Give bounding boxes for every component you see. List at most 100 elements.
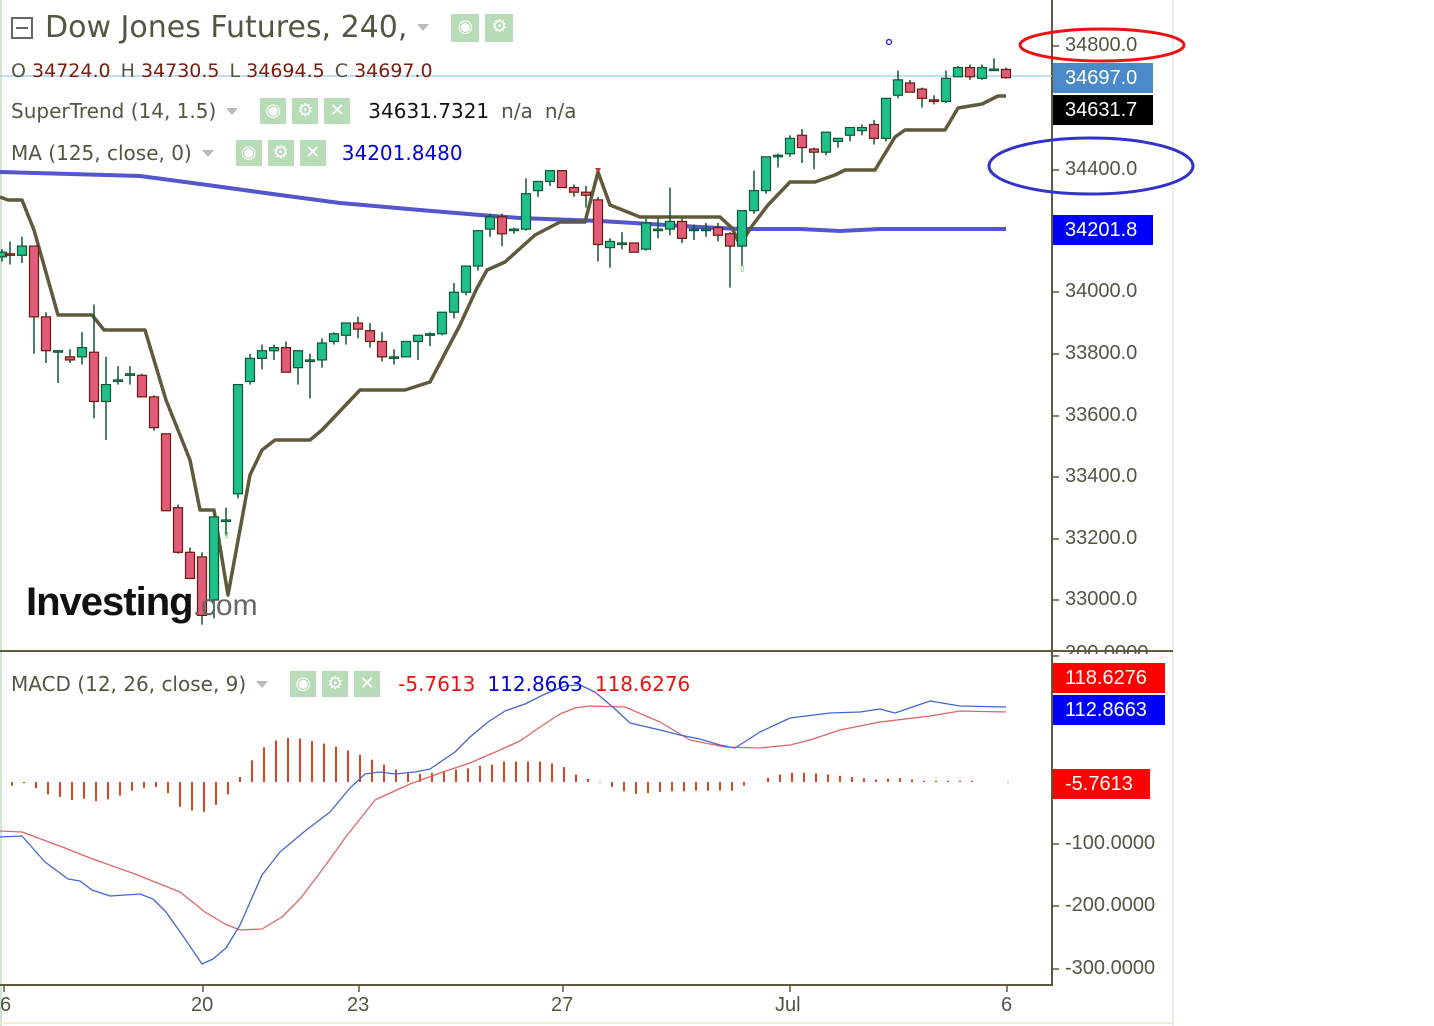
candle	[316, 338, 328, 368]
chevron-down-icon[interactable]	[226, 107, 239, 115]
candle-body	[892, 79, 904, 96]
chevron-down-icon[interactable]	[201, 149, 214, 157]
candle	[760, 156, 772, 194]
candle	[388, 349, 400, 365]
collapse-icon[interactable]	[11, 16, 33, 39]
candle	[124, 366, 136, 385]
candle	[808, 147, 820, 170]
candle-body	[100, 383, 112, 403]
macd-legend: MACD (12, 26, close, 9) ◉ ⚙ ✕ -5.7613 11…	[11, 671, 690, 697]
gear-icon[interactable]: ⚙	[485, 13, 514, 42]
close-icon[interactable]: ✕	[324, 98, 351, 124]
candle	[436, 311, 448, 336]
supertrend-extra-1: n/a	[501, 99, 533, 123]
chevron-down-icon[interactable]	[256, 680, 269, 688]
candle-body	[352, 322, 364, 330]
candle	[904, 79, 916, 93]
candle-body	[952, 66, 964, 78]
supertrend-extra-2: n/a	[544, 99, 577, 123]
gear-icon[interactable]: ⚙	[267, 140, 294, 166]
low-label: L	[229, 60, 241, 82]
candle-body	[712, 226, 724, 236]
candle-body	[604, 240, 616, 249]
candle	[448, 282, 460, 319]
macd-hist-value: -5.7613	[398, 672, 476, 696]
candle	[868, 119, 880, 145]
candle-body	[280, 347, 292, 373]
eye-icon[interactable]: ◉	[260, 98, 287, 124]
candle	[292, 350, 304, 385]
candle-body	[904, 82, 916, 93]
candle	[328, 332, 340, 345]
candle-body	[388, 356, 400, 359]
candle-body	[772, 154, 784, 158]
candle-body	[220, 519, 232, 523]
candle-body	[472, 230, 484, 267]
supertrend-line	[0, 94, 1006, 597]
supertrend-value: 34631.7321	[368, 99, 490, 123]
chart-title: Dow Jones Futures, 240,	[45, 10, 408, 45]
candle	[376, 332, 388, 362]
gear-icon[interactable]: ⚙	[322, 671, 349, 697]
candle-body	[568, 186, 580, 193]
candle-body	[640, 222, 652, 250]
candle-body	[544, 170, 556, 183]
candle-body	[244, 357, 256, 383]
price-tick: 33600.0	[1065, 404, 1138, 426]
candle	[196, 552, 208, 625]
candle	[208, 516, 220, 619]
candle	[784, 135, 796, 157]
candle	[736, 210, 748, 267]
price-tick: 33800.0	[1065, 342, 1138, 364]
macd-tick: -100.0000	[1065, 832, 1156, 854]
candle	[244, 353, 256, 385]
macd-histogram	[11, 737, 1009, 812]
candle-body	[760, 156, 772, 192]
candle	[928, 95, 940, 105]
candle-body	[520, 193, 532, 230]
blue-ellipse-annotation	[987, 136, 1195, 196]
candle-body	[592, 199, 604, 246]
candle	[28, 245, 40, 354]
supertrend-label[interactable]: SuperTrend (14, 1.5)	[11, 99, 217, 123]
close-icon[interactable]: ✕	[299, 140, 326, 166]
candle	[148, 395, 160, 431]
candle	[304, 353, 316, 399]
candle	[952, 66, 964, 78]
time-tick: 27	[551, 994, 574, 1016]
close-icon[interactable]: ✕	[354, 671, 381, 697]
candle	[520, 178, 532, 231]
candle	[496, 213, 508, 247]
eye-icon[interactable]: ◉	[451, 13, 480, 42]
candle-body	[556, 170, 568, 189]
candle	[892, 70, 904, 99]
chevron-down-icon[interactable]	[417, 24, 430, 31]
low-value: 34694.5	[246, 60, 325, 82]
eye-icon[interactable]: ◉	[235, 140, 262, 166]
drawing-point[interactable]	[885, 38, 893, 46]
candle	[556, 170, 568, 189]
candle-body	[1000, 68, 1012, 79]
candle	[460, 265, 472, 296]
gear-icon[interactable]: ⚙	[292, 98, 319, 124]
eye-icon[interactable]: ◉	[290, 671, 317, 697]
ohlc-row: O 34724.0 H 34730.5 L 34694.5 C 34697.0	[11, 60, 443, 82]
candle-body	[724, 233, 736, 247]
ma-value: 34201.8480	[341, 141, 463, 165]
candle-body	[436, 311, 448, 335]
candle	[604, 238, 616, 268]
candle	[880, 97, 892, 142]
candle-body	[52, 350, 64, 353]
candle	[220, 507, 232, 536]
candle-body	[64, 356, 76, 361]
candle	[40, 312, 52, 364]
candle	[508, 227, 520, 234]
candle	[532, 180, 544, 197]
ma-label[interactable]: MA (125, close, 0)	[11, 141, 192, 165]
candle	[832, 137, 844, 148]
candle	[136, 373, 148, 398]
candle	[4, 241, 16, 265]
macd-label[interactable]: MACD (12, 26, close, 9)	[11, 672, 247, 696]
candle	[352, 316, 364, 339]
